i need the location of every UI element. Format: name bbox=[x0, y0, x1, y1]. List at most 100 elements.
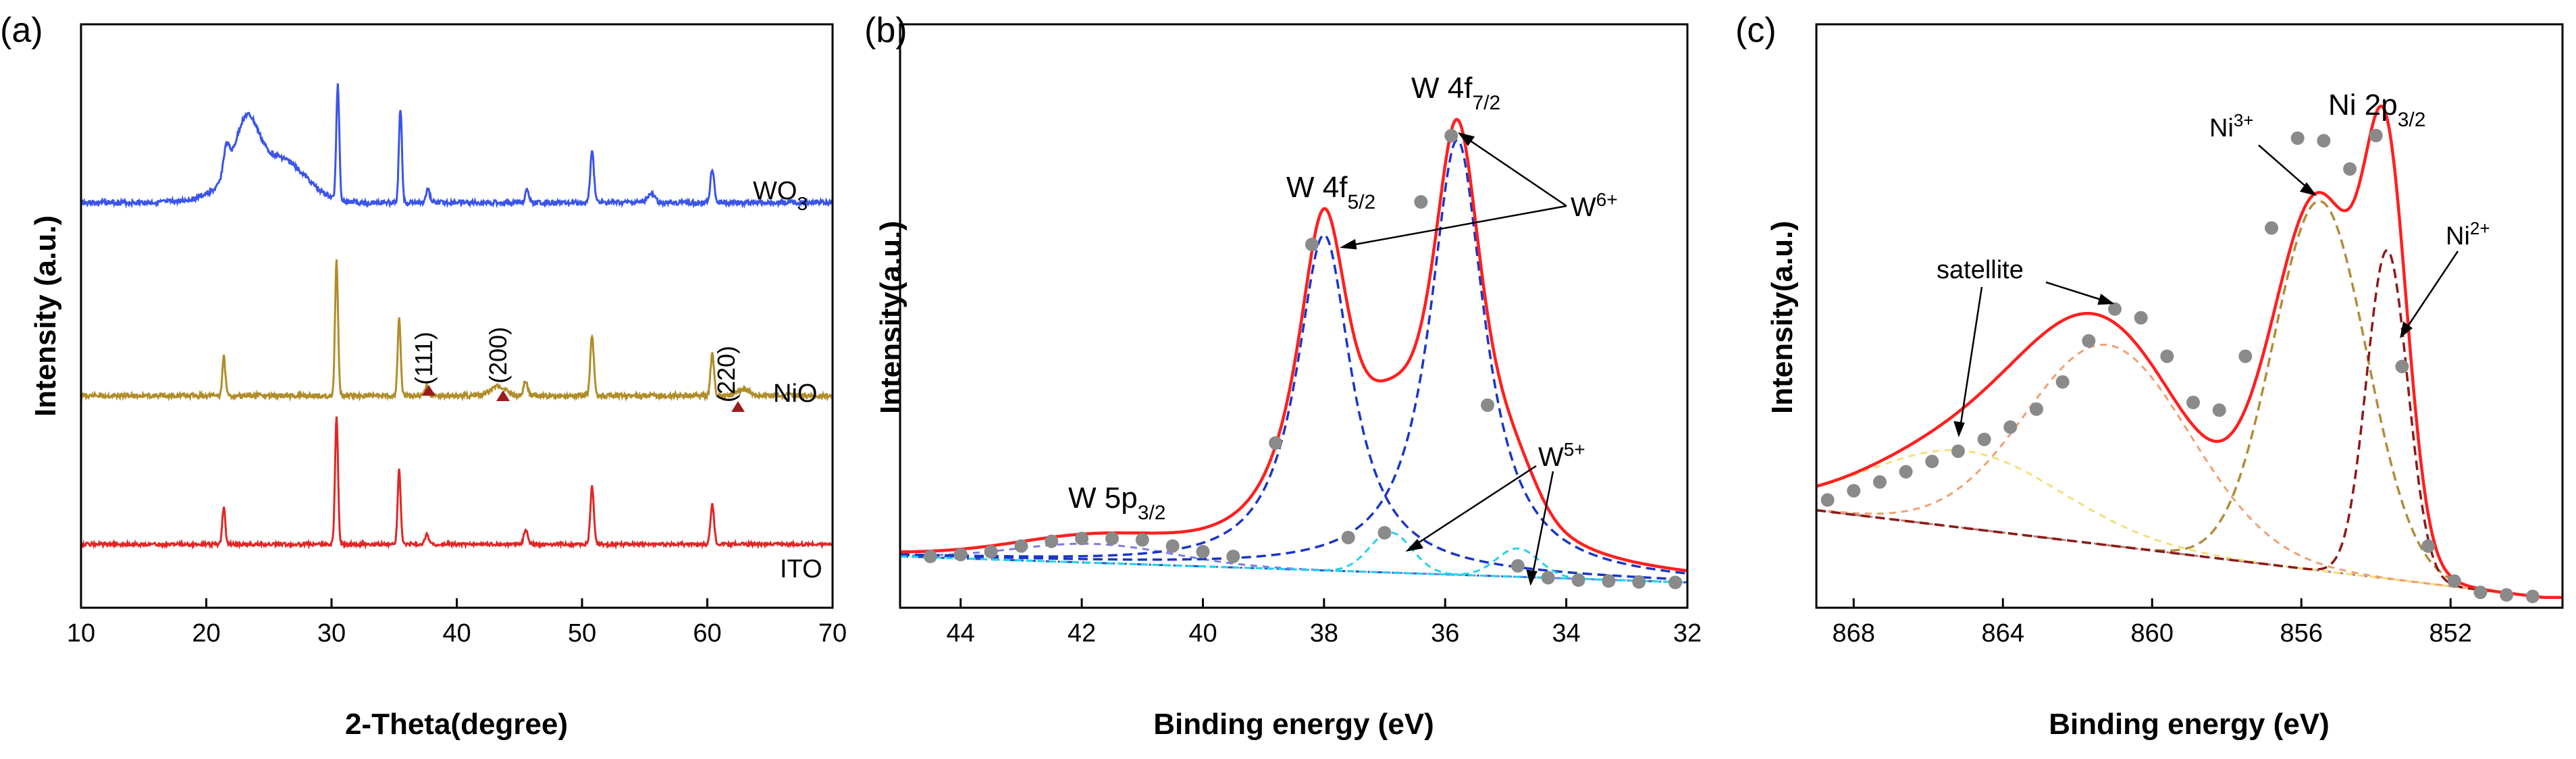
data-point bbox=[1341, 531, 1355, 544]
data-point bbox=[1165, 539, 1180, 553]
arrow-w5-left bbox=[1409, 465, 1537, 550]
data-point bbox=[1305, 238, 1319, 251]
series-label-ito: ITO bbox=[780, 555, 822, 583]
data-point bbox=[2395, 359, 2409, 373]
panel-c-tick-label: 864 bbox=[1982, 619, 2024, 648]
series-line-wo3 bbox=[80, 83, 834, 209]
panel-c-plot bbox=[1816, 105, 2562, 604]
data-point bbox=[2343, 162, 2357, 176]
arrows-b bbox=[1339, 132, 1567, 586]
data-point bbox=[1377, 526, 1392, 540]
data-point bbox=[984, 545, 998, 558]
panel-a-x-label: 2-Theta(degree) bbox=[345, 708, 568, 741]
series-label-nio: NiO bbox=[773, 380, 817, 408]
arrow-ni2 bbox=[2401, 251, 2459, 335]
fit-envelope-line bbox=[900, 117, 1688, 573]
data-point bbox=[1444, 129, 1458, 142]
peak-marker-220 bbox=[731, 401, 745, 412]
w5p-component-line bbox=[899, 542, 1688, 583]
data-point bbox=[1668, 575, 1683, 590]
data-point bbox=[2082, 334, 2096, 348]
data-point bbox=[1075, 531, 1089, 546]
panel-c: (c) 868 864 860 856 852 Binding energy (eV) … bbox=[1735, 11, 2564, 741]
data-point bbox=[1014, 539, 1028, 553]
panel-a-tick-label: 40 bbox=[442, 619, 471, 648]
w6-4f72-component-line bbox=[899, 138, 1688, 575]
data-point bbox=[2108, 302, 2122, 316]
arrowhead-ni3 bbox=[2299, 182, 2317, 197]
data-point bbox=[1571, 573, 1585, 587]
panel-c-label: (c) bbox=[1735, 11, 1777, 50]
data-point bbox=[2003, 420, 2018, 434]
data-point bbox=[1135, 533, 1149, 547]
panel-c-tick-label: 860 bbox=[2131, 619, 2174, 648]
panel-a-tick-label: 70 bbox=[818, 619, 847, 648]
data-point bbox=[1226, 550, 1240, 563]
arrows-c bbox=[1953, 145, 2459, 438]
series-line-nio bbox=[80, 259, 834, 402]
data-point bbox=[2238, 349, 2253, 363]
arrowhead-satellite-right bbox=[2097, 293, 2115, 305]
arrowhead-w6-to-w4f52 bbox=[1339, 239, 1357, 250]
data-point bbox=[2473, 585, 2488, 600]
panel-b-tick-label: 36 bbox=[1431, 619, 1459, 648]
panel-c-x-label: Binding energy (eV) bbox=[2049, 708, 2330, 741]
peak-marker-111 bbox=[422, 385, 436, 396]
data-point bbox=[1977, 432, 1991, 446]
satellite-component-line bbox=[1816, 343, 2562, 599]
panel-a-frame bbox=[80, 23, 834, 609]
ni2-component-line bbox=[1816, 248, 2562, 599]
data-point bbox=[923, 550, 937, 563]
w5-component-line-1 bbox=[899, 531, 1688, 583]
panel-a-tick-label: 10 bbox=[67, 619, 95, 648]
panel-a-plot bbox=[80, 83, 834, 550]
label-w4f72: W 4f7/2 bbox=[1411, 72, 1500, 114]
panel-b-tick-label: 34 bbox=[1552, 619, 1580, 648]
arrow-satellite-down bbox=[1958, 286, 1983, 433]
data-point bbox=[953, 548, 968, 562]
data-point bbox=[2317, 134, 2331, 148]
data-point bbox=[1632, 575, 1646, 589]
label-satellite: satellite bbox=[1937, 256, 2024, 284]
panel-a: (a) 10 20 30 40 50 60 70 2-Theta(degree) Inten… bbox=[0, 11, 847, 741]
data-point bbox=[1196, 545, 1210, 558]
panel-b-tick-label: 38 bbox=[1310, 619, 1338, 648]
data-point bbox=[1269, 436, 1283, 450]
panel-b-x-label: Binding energy (eV) bbox=[1153, 708, 1434, 741]
data-point bbox=[1414, 195, 1428, 209]
panel-c-tick-label: 856 bbox=[2280, 619, 2323, 648]
panel-c-y-label: Intensity(a.u.) bbox=[1766, 221, 1799, 414]
arrow-w5-right bbox=[1530, 471, 1554, 581]
panel-c-frame bbox=[1815, 23, 2564, 609]
panel-c-x-ticks: 868 864 860 856 852 bbox=[1833, 598, 2472, 648]
panel-c-tick-label: 868 bbox=[1833, 619, 1875, 648]
data-point bbox=[2186, 396, 2201, 409]
peak-label-111: (111) bbox=[410, 332, 438, 385]
panel-b-y-label: Intensity(a.u.) bbox=[874, 221, 908, 414]
panel-b: (b) 44 42 40 38 36 34 32 Binding energy (eV) I… bbox=[864, 11, 1702, 741]
data-point bbox=[2265, 221, 2279, 235]
w5-component-line-2 bbox=[899, 547, 1688, 583]
data-point bbox=[2055, 375, 2070, 389]
panel-a-x-ticks: 10 20 30 40 50 60 70 bbox=[67, 598, 847, 648]
data-point bbox=[2160, 349, 2174, 363]
arrow-w6-to-w4f52 bbox=[1343, 205, 1567, 248]
peak-label-200: (200) bbox=[484, 327, 512, 384]
data-point bbox=[2421, 539, 2436, 553]
data-point bbox=[2447, 574, 2461, 588]
label-ni2p32: Ni 2p3/2 bbox=[2328, 88, 2425, 131]
peak-marker-200 bbox=[496, 390, 510, 401]
panel-a-tick-label: 50 bbox=[568, 619, 596, 648]
data-point bbox=[1899, 465, 1913, 479]
data-point bbox=[2525, 590, 2540, 604]
data-point bbox=[2500, 588, 2514, 602]
panel-b-tick-label: 42 bbox=[1068, 619, 1096, 648]
data-point bbox=[1481, 398, 1495, 412]
panel-b-plot bbox=[899, 117, 1688, 590]
data-point bbox=[1045, 534, 1059, 548]
label-w6plus: W6+ bbox=[1571, 189, 1618, 223]
label-w5plus: W5+ bbox=[1538, 439, 1585, 473]
panel-b-tick-label: 40 bbox=[1188, 619, 1217, 648]
arrow-w6-to-w4f72 bbox=[1461, 134, 1567, 207]
